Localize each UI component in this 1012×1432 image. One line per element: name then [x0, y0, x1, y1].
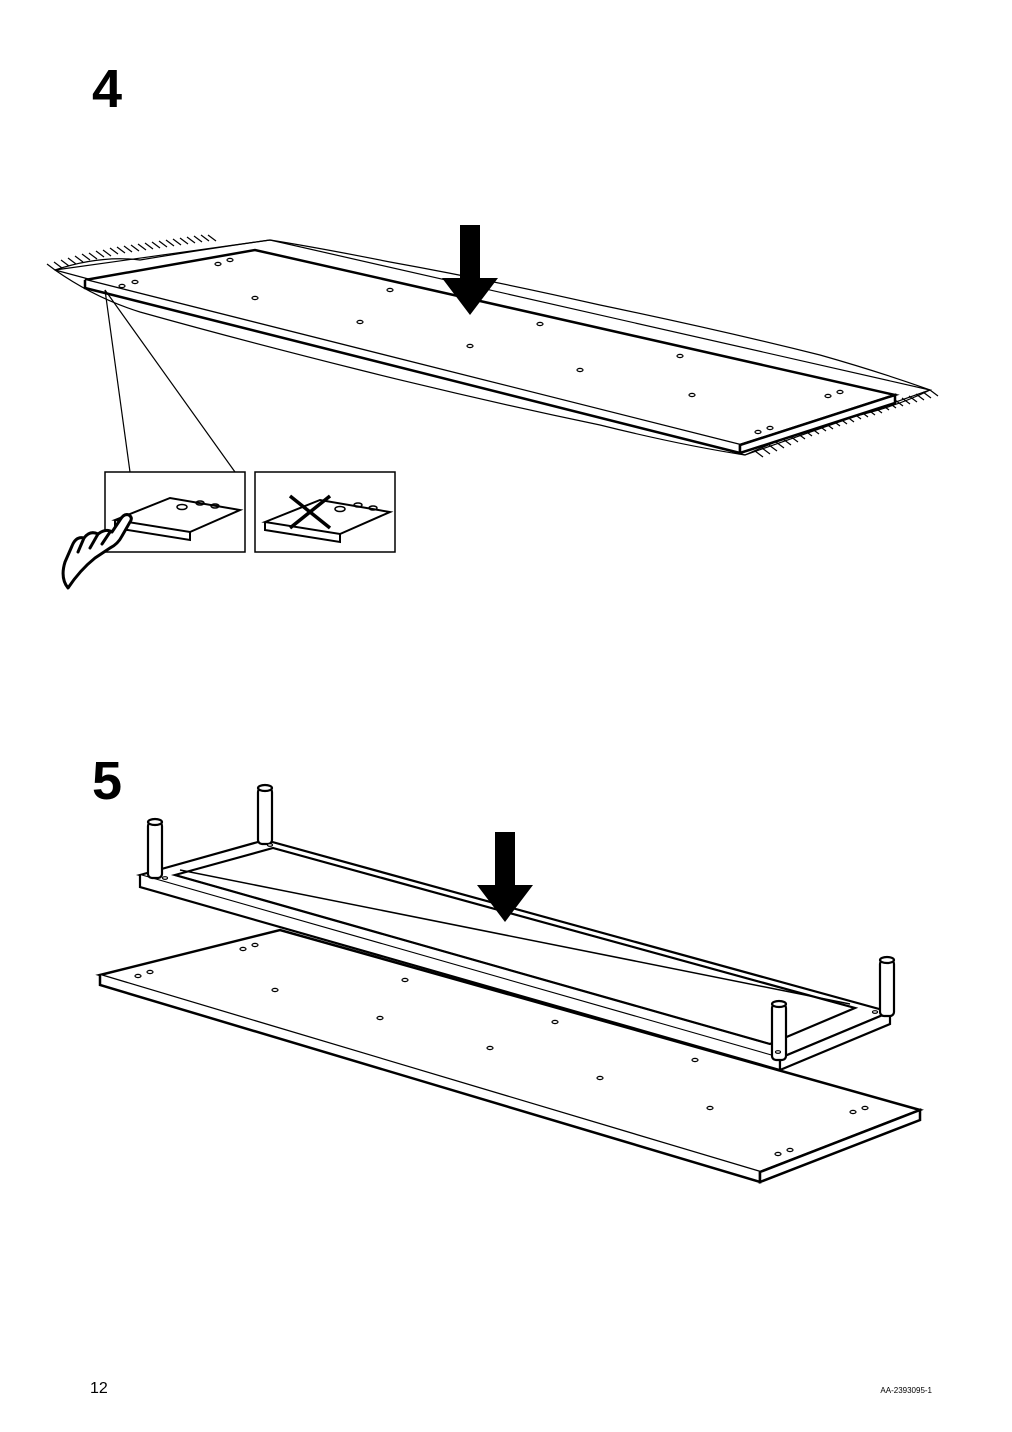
assembly-instruction-page: 4 — [0, 0, 1012, 1432]
step-number-4: 4 — [92, 58, 122, 120]
step-5-illustration — [80, 760, 950, 1200]
detail-wrong — [255, 472, 395, 552]
page-number: 12 — [90, 1380, 108, 1398]
step-4-illustration — [40, 200, 960, 620]
detail-correct — [63, 472, 245, 588]
document-id: AA-2393095-1 — [880, 1386, 932, 1395]
page-footer: 12 AA-2393095-1 — [0, 1380, 1012, 1398]
